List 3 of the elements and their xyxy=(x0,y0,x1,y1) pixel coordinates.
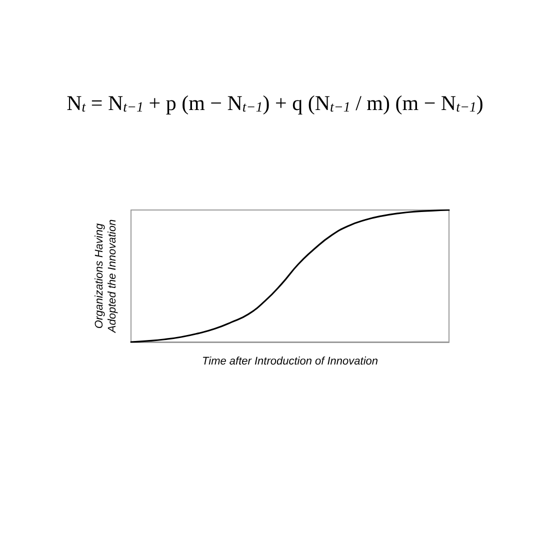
y-axis-title: Organizations Having Adopted the Innovation xyxy=(94,219,118,334)
chart-title: Nt = Nt−1 + p (m − Nt−1) + q (Nt−1 / m) (m − Nt−1) xyxy=(66,91,484,116)
x-axis-title: Time after Introduction of Innovation xyxy=(202,356,378,368)
